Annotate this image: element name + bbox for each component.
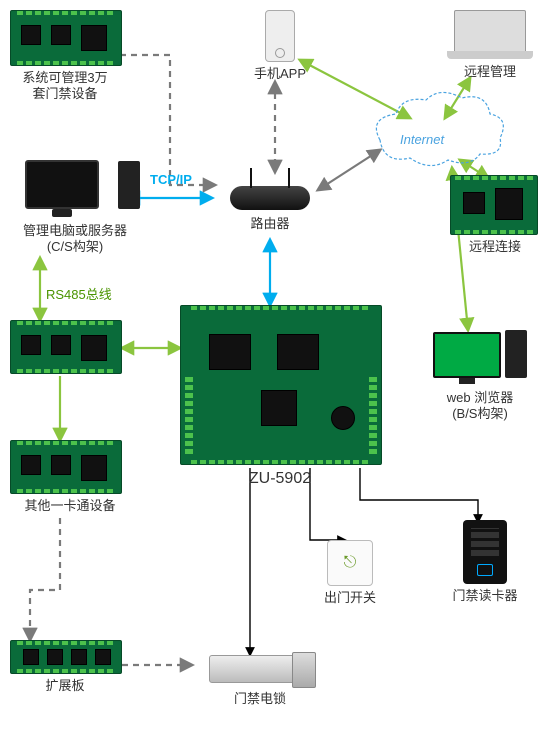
monitor-icon [25,160,99,209]
label-remote-connect: 远程连接 [450,239,540,255]
pc-tower2-icon [505,330,527,378]
laptop-icon [454,10,526,52]
node-mid-board [10,320,120,374]
label-expand-board: 扩展板 [10,678,120,694]
node-expand-board: 扩展板 [10,640,120,694]
label-router: 路由器 [210,216,330,232]
arrow-board_low_left-expand_board [30,518,60,640]
label-tcpip: TCP/IP [150,172,192,187]
cloud-shape [376,92,503,165]
node-other-card: 其他一卡通设备 [10,440,130,514]
card-reader-icon [463,520,507,584]
label-exit-switch: 出门开关 [310,590,390,606]
node-remote-manage: 远程管理 [440,10,540,80]
door-lock-icon [209,655,311,683]
phone-icon [265,10,295,62]
node-reader: 门禁读卡器 [440,520,530,604]
pc-tower-icon [118,161,140,209]
node-exit-switch: ⎋ 出门开关 [310,540,390,606]
label-system-manage: 系统可管理3万套门禁设备 [10,70,120,101]
label-rs485: RS485总线 [46,284,112,303]
label-lock: 门禁电锁 [190,691,330,707]
label-phone-app: 手机APP [240,66,320,82]
cloud-text: Internet [400,132,444,147]
monitor-web-icon [433,332,501,378]
label-remote-manage: 远程管理 [440,64,540,80]
node-phone-app: 手机APP [240,10,320,82]
label-other-card: 其他一卡通设备 [10,498,130,514]
label-reader: 门禁读卡器 [440,588,530,604]
arrow-laptop-cloud [445,78,470,118]
exit-switch-icon: ⎋ [327,540,373,586]
node-zu5902: ZU-5902 [180,305,380,488]
label-zu5902: ZU-5902 [180,469,380,488]
router-icon [230,186,310,210]
node-router: 路由器 [210,168,330,232]
node-web-browser: web 浏览器(B/S构架) [415,330,545,421]
label-pc-server: 管理电脑或服务器(C/S构架) [10,223,140,254]
node-pc-server: 管理电脑或服务器(C/S构架) [10,160,140,254]
label-web-browser: web 浏览器(B/S构架) [415,390,545,421]
node-remote-connect: 远程连接 [450,175,540,255]
node-system-manage: 系统可管理3万套门禁设备 [10,10,120,101]
node-lock: 门禁电锁 [190,655,330,707]
cloud-label: Internet [400,132,444,147]
